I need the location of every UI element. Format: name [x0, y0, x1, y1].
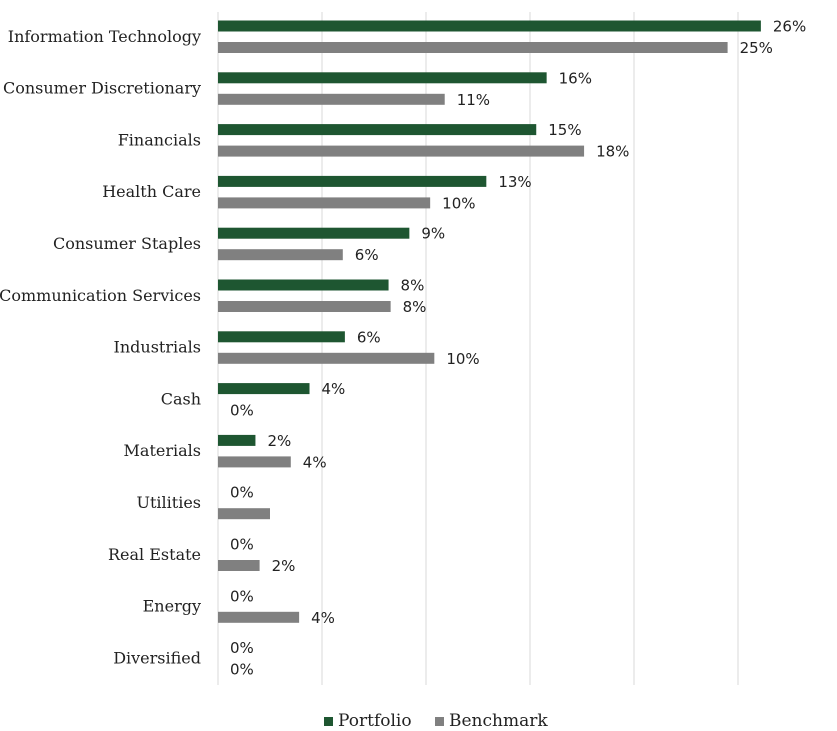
bars [218, 20, 761, 623]
value-label-portfolio-energy: 0% [230, 587, 254, 605]
bar-benchmark-communication-services [218, 301, 391, 312]
bar-benchmark-financials [218, 145, 585, 157]
category-label-consumer-staples: Consumer Staples [53, 234, 201, 253]
bar-portfolio-consumer-discretionary [218, 72, 547, 84]
bar-portfolio-communication-services [218, 279, 389, 291]
bar-portfolio-industrials [218, 331, 345, 343]
category-label-communication-services: Communication Services [0, 286, 201, 305]
value-label-benchmark-information-technology: 25% [740, 39, 773, 57]
bar-portfolio-information-technology [218, 20, 761, 32]
category-label-diversified: Diversified [113, 648, 201, 667]
legend-label-benchmark: Benchmark [449, 711, 548, 731]
gridlines [217, 12, 739, 685]
category-label-industrials: Industrials [114, 338, 201, 357]
value-label-benchmark-diversified: 0% [230, 661, 254, 679]
value-labels: 26%25% 16% 11% 15% 18% 13% 10% 9% 6% 8% 8% 6% 10% 4% 0… [230, 18, 806, 679]
value-label-portfolio-diversified: 0% [230, 639, 254, 657]
value-label-portfolio-communication-services: 8% [401, 277, 425, 295]
value-label-benchmark-consumer-staples: 6% [355, 246, 379, 264]
value-label-portfolio-consumer-staples: 9% [421, 225, 445, 243]
value-label-benchmark-consumer-discretionary: 11% [457, 91, 490, 109]
bar-benchmark-information-technology [218, 42, 728, 53]
legend-swatch-portfolio [324, 717, 333, 726]
bar-portfolio-cash [218, 383, 310, 395]
bar-benchmark-consumer-discretionary [218, 93, 445, 105]
value-label-portfolio-industrials: 6% [357, 328, 381, 346]
bar-portfolio-health-care [218, 175, 487, 187]
category-label-consumer-discretionary: Consumer Discretionary [3, 79, 201, 98]
value-label-portfolio-cash: 4% [322, 380, 346, 398]
value-label-portfolio-materials: 2% [267, 432, 291, 450]
value-label-benchmark-cash: 0% [230, 402, 254, 420]
category-labels: Information Technology Consumer Discretio… [0, 27, 201, 668]
value-label-benchmark-communication-services: 8% [403, 298, 427, 316]
category-label-materials: Materials [124, 441, 201, 460]
category-label-health-care: Health Care [102, 182, 201, 201]
bar-benchmark-health-care [218, 197, 431, 209]
bar-portfolio-materials [218, 434, 256, 446]
value-label-portfolio-real-estate: 0% [230, 536, 254, 554]
bar-benchmark-energy [218, 611, 300, 623]
bar-portfolio-consumer-staples [218, 227, 410, 239]
category-label-financials: Financials [118, 130, 201, 149]
value-label-benchmark-health-care: 10% [442, 194, 475, 212]
value-label-benchmark-materials: 4% [303, 453, 327, 471]
bar-portfolio-financials [218, 124, 537, 136]
category-label-information-technology: Information Technology [8, 27, 201, 46]
legend: Portfolio Benchmark [324, 711, 548, 731]
bar-benchmark-utilities [218, 508, 270, 520]
value-label-benchmark-financials: 18% [596, 143, 629, 161]
value-label-benchmark-industrials: 10% [446, 350, 479, 368]
legend-label-portfolio: Portfolio [338, 711, 412, 731]
category-label-real-estate: Real Estate [108, 545, 201, 564]
value-label-benchmark-energy: 4% [311, 609, 335, 627]
value-label-portfolio-health-care: 13% [498, 173, 531, 191]
value-label-portfolio-financials: 15% [548, 121, 581, 139]
category-label-utilities: Utilities [137, 493, 202, 512]
value-label-portfolio-consumer-discretionary: 16% [559, 69, 592, 87]
bar-benchmark-materials [218, 456, 291, 468]
value-label-portfolio-information-technology: 26% [773, 18, 806, 36]
category-label-cash: Cash [161, 389, 201, 408]
value-label-portfolio-utilities: 0% [230, 484, 254, 502]
bar-benchmark-real-estate [218, 560, 260, 571]
bar-benchmark-industrials [218, 352, 435, 364]
bar-benchmark-consumer-staples [218, 249, 343, 261]
value-label-benchmark-real-estate: 2% [272, 557, 296, 575]
legend-swatch-benchmark [435, 717, 444, 726]
category-label-energy: Energy [143, 597, 201, 616]
